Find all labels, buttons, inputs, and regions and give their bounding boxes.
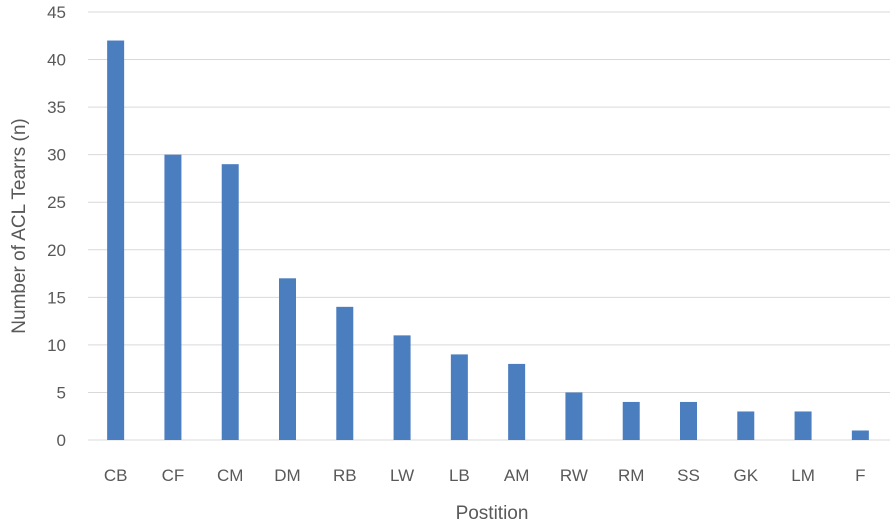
x-tick-label: LW — [390, 466, 414, 485]
y-tick-label: 35 — [47, 98, 66, 117]
gridlines — [88, 11, 890, 441]
y-tick-label: 15 — [47, 288, 66, 307]
bar-cm — [221, 164, 239, 440]
y-axis-title: Number of ACL Tearrs (n) — [9, 118, 30, 333]
bars — [107, 40, 869, 441]
y-axis-ticks: 0 5 10 15 20 25 30 35 40 45 — [47, 3, 66, 450]
bar-gk — [737, 411, 755, 440]
x-tick-label: DM — [274, 466, 300, 485]
x-tick-label: RM — [618, 466, 644, 485]
y-tick-label: 20 — [47, 241, 66, 260]
bar-rb — [336, 306, 354, 440]
bar-rm — [622, 401, 640, 440]
x-axis-ticks: CB CF CM DM RB LW LB AM RW RM SS GK LM F — [104, 466, 866, 485]
x-tick-label: RB — [333, 466, 357, 485]
x-tick-label: RW — [560, 466, 588, 485]
bar-cb — [107, 40, 125, 441]
x-tick-label: LM — [791, 466, 815, 485]
y-tick-label: 10 — [47, 336, 66, 355]
bar-am — [508, 363, 526, 440]
bar-cf — [164, 154, 182, 440]
bar-f — [851, 430, 869, 440]
bar-lm — [794, 411, 812, 440]
x-tick-label: LB — [449, 466, 470, 485]
bar-rw — [565, 392, 583, 440]
y-tick-label: 30 — [47, 146, 66, 165]
x-tick-label: CF — [162, 466, 185, 485]
x-axis-title: Postition — [456, 503, 529, 524]
y-tick-label: 0 — [57, 431, 66, 450]
bar-lw — [393, 335, 411, 440]
x-tick-label: F — [855, 466, 865, 485]
bar-dm — [279, 278, 296, 440]
x-tick-label: SS — [677, 466, 700, 485]
x-tick-label: CB — [104, 466, 128, 485]
bar-ss — [680, 401, 697, 440]
x-tick-label: GK — [734, 466, 759, 485]
y-tick-label: 40 — [47, 51, 66, 70]
y-tick-label: 5 — [57, 383, 66, 402]
bar-lb — [450, 354, 468, 440]
y-tick-label: 45 — [47, 3, 66, 22]
x-tick-label: CM — [217, 466, 243, 485]
y-tick-label: 25 — [47, 193, 66, 212]
x-tick-label: AM — [504, 466, 530, 485]
